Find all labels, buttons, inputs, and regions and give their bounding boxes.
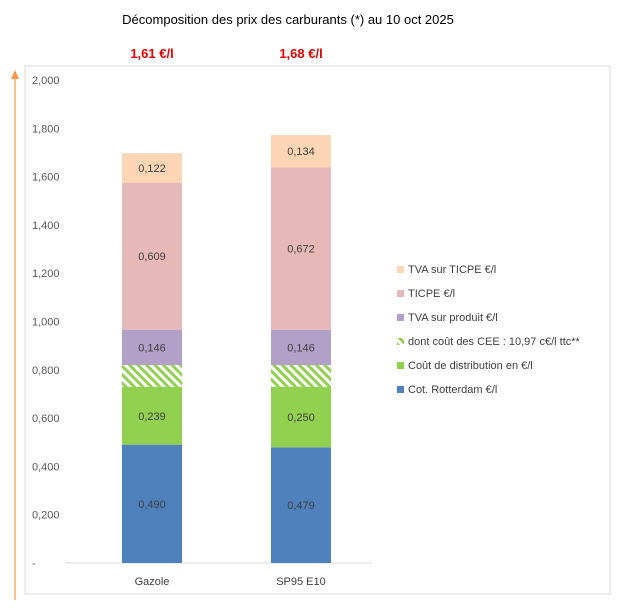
bar-segment — [271, 386, 331, 448]
data-label: 0,490 — [138, 499, 166, 511]
legend-swatch — [397, 362, 404, 369]
bar-segment — [122, 444, 182, 563]
total-label: 1,61 €/l — [130, 46, 173, 61]
legend-label: TVA sur produit €/l — [408, 312, 498, 324]
y-tick-label: 1,800 — [32, 123, 60, 135]
y-tick-label: 1,000 — [32, 317, 60, 329]
bar-segment — [122, 329, 182, 365]
data-label: 0,146 — [287, 342, 315, 354]
legend-swatch — [397, 290, 404, 297]
legend-swatch — [397, 338, 404, 345]
bar-segment — [271, 329, 331, 365]
x-tick-label: Gazole — [135, 576, 170, 588]
legend-swatch — [397, 314, 404, 321]
data-label: 0,672 — [287, 244, 315, 256]
data-label: 0,146 — [138, 342, 166, 354]
y-tick-label: 0,600 — [32, 413, 60, 425]
data-label: 0,239 — [138, 411, 166, 423]
arrow-up-icon — [11, 70, 19, 79]
bar-segment — [122, 182, 182, 330]
y-tick-label: 1,600 — [32, 172, 60, 184]
legend-label: Coût de distribution en €/l — [408, 360, 533, 372]
legend-swatch — [397, 266, 404, 273]
chart-frame — [24, 65, 611, 595]
data-label: 0,479 — [287, 500, 315, 512]
y-tick-label: - — [32, 558, 36, 570]
data-label: 0,609 — [138, 251, 166, 263]
data-label: 0,134 — [287, 146, 315, 158]
y-tick-label: 0,400 — [32, 461, 60, 473]
data-label: 0,250 — [287, 412, 315, 424]
bar-segment — [271, 447, 331, 563]
y-tick-label: 1,400 — [32, 220, 60, 232]
bar-segment — [271, 364, 331, 387]
legend-label: TVA sur TICPE €/l — [408, 264, 496, 276]
bar-segment — [271, 167, 331, 330]
y-tick-label: 0,800 — [32, 365, 60, 377]
y-tick-label: 2,000 — [32, 75, 60, 87]
total-label: 1,68 €/l — [279, 46, 322, 61]
legend-swatch — [397, 386, 404, 393]
y-tick-label: 1,200 — [32, 268, 60, 280]
bar-segment — [122, 364, 182, 387]
legend-label: dont coût des CEE : 10,97 c€/l ttc** — [408, 336, 581, 348]
legend-label: TICPE €/l — [408, 288, 455, 300]
data-label: 0,122 — [138, 163, 166, 175]
bar-segment — [122, 153, 182, 183]
chart-title: Décomposition des prix des carburants (*… — [122, 12, 454, 27]
legend-label: Cot. Rotterdam €/l — [408, 384, 497, 396]
bar-segment — [271, 135, 331, 168]
y-tick-label: 0,200 — [32, 510, 60, 522]
bar-segment — [122, 386, 182, 445]
x-tick-label: SP95 E10 — [276, 576, 326, 588]
